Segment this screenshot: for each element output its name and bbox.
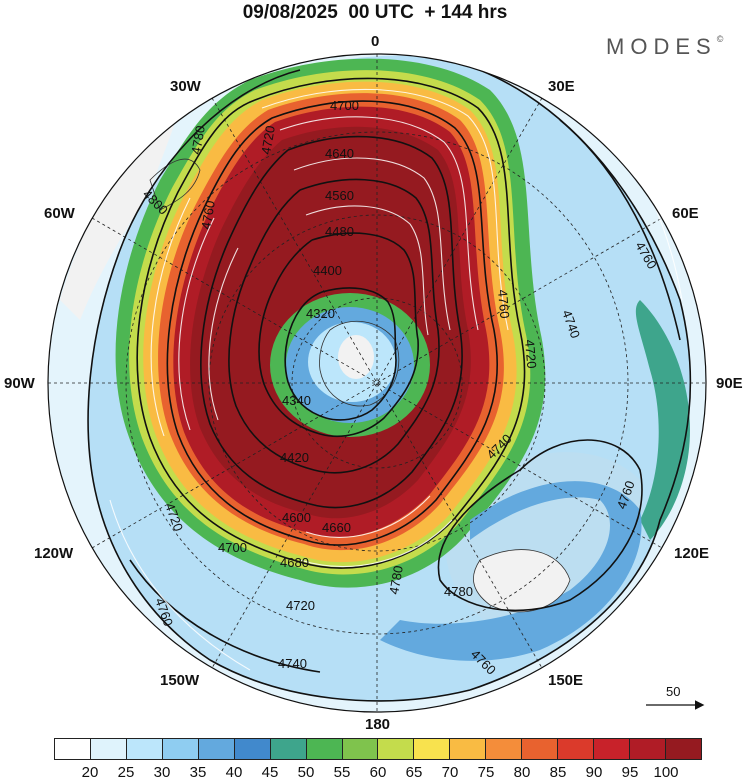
antarctica-coast (319, 321, 400, 407)
contour-label: 4640 (325, 146, 354, 161)
brand-logo: MODES© (606, 34, 723, 60)
latitude-circle-2 (208, 214, 546, 552)
colorbar-tick-label: 70 (441, 764, 459, 781)
contour-label: 4600 (282, 510, 311, 525)
colorbar-tick-label: 25 (117, 764, 135, 781)
contour-label: 4720 (258, 124, 278, 155)
colorbar-cell (90, 739, 127, 759)
light-field-west (60, 110, 180, 320)
contour-label: 4760 (198, 199, 218, 230)
copyright-mark: © (716, 34, 724, 44)
colorbar-cell (198, 739, 235, 759)
lon-label-120e: 120E (674, 545, 710, 562)
colorbar-tick-label: 75 (477, 764, 495, 781)
contour-label: 4320 (306, 306, 335, 321)
lon-label-0: 0 (371, 33, 380, 50)
lon-label-60e: 60E (672, 205, 699, 222)
colorbar-tick-label: 65 (405, 764, 423, 781)
colorbar-cell (630, 739, 666, 759)
contour-label: 4780 (386, 564, 406, 595)
east-jet-branch (635, 300, 690, 540)
colorbar-tick-label: 80 (513, 764, 531, 781)
australia-coast (473, 549, 571, 613)
meridian-lines (48, 54, 706, 712)
lon-label-150e: 150E (548, 672, 584, 689)
colorbar-cell (162, 739, 199, 759)
lon-label-30e: 30E (548, 78, 575, 95)
contour-label: 4420 (280, 450, 309, 465)
colorbar-cell (450, 739, 487, 759)
colorbar-tick-label: 55 (333, 764, 351, 781)
contour-label: 4480 (325, 224, 354, 239)
contour-label: 4560 (325, 188, 354, 203)
colorbar-tick-label: 90 (585, 764, 603, 781)
southeast-jet-branch (380, 481, 642, 661)
vortex-center (338, 335, 374, 379)
colorbar-cell (55, 739, 91, 759)
geopotential-contours (87, 59, 692, 702)
contour-label: 4700 (330, 98, 359, 113)
colorbar-cell (486, 739, 523, 759)
colorbar-cell (342, 739, 379, 759)
map-title: 09/08/2025 00 UTC + 144 hrs (242, 2, 508, 23)
lon-label-150w: 150W (160, 672, 200, 689)
lon-label-90e: 90E (716, 375, 743, 392)
colorbar-tick-label: 95 (621, 764, 639, 781)
lon-label-90w: 90W (4, 375, 35, 392)
lon-label-180: 180 (365, 716, 391, 733)
colorbar-tick-label: 100 (653, 764, 679, 781)
contour-label: 4720 (286, 598, 315, 613)
map-border (47, 53, 707, 713)
colorbar-cell (270, 739, 307, 759)
colorbar-cell (306, 739, 343, 759)
colorbar-cell (414, 739, 451, 759)
colorbar-tick-label: 60 (369, 764, 387, 781)
contour-label: 4760 (495, 289, 512, 319)
colorbar-tick-label: 45 (261, 764, 279, 781)
colorbar-tick-label: 20 (81, 764, 99, 781)
colorbar-cell (126, 739, 163, 759)
contour-label: 4680 (280, 555, 309, 570)
contour-label: 4340 (282, 393, 311, 408)
colorbar-cell (594, 739, 630, 759)
brand-name: MODES (606, 34, 717, 59)
contour-label: 4400 (313, 263, 342, 278)
contour-label: 4720 (522, 339, 539, 369)
lon-label-30w: 30W (170, 78, 201, 95)
contour-label: 4780 (444, 584, 473, 599)
colorbar-tick-label: 40 (225, 764, 243, 781)
wind-streamlines (109, 88, 683, 671)
colorbar-tick-label: 30 (153, 764, 171, 781)
colorbar-cell (378, 739, 415, 759)
colorbar (54, 738, 702, 760)
colorbar-tick-label: 50 (297, 764, 315, 781)
reference-vector-label: 50 (666, 684, 681, 699)
colorbar-cell (665, 739, 701, 759)
colorbar-cell (234, 739, 271, 759)
colorbar-cell (558, 739, 595, 759)
colorbar-tick-label: 85 (549, 764, 567, 781)
contour-label: 4740 (278, 656, 307, 671)
contour-label: 4780 (188, 124, 208, 155)
colorbar-tick-label: 35 (189, 764, 207, 781)
lon-label-60w: 60W (44, 205, 75, 222)
lon-label-120w: 120W (34, 545, 74, 562)
contour-label: 4660 (322, 520, 351, 535)
contour-label: 4700 (218, 540, 247, 555)
colorbar-cell (522, 739, 559, 759)
